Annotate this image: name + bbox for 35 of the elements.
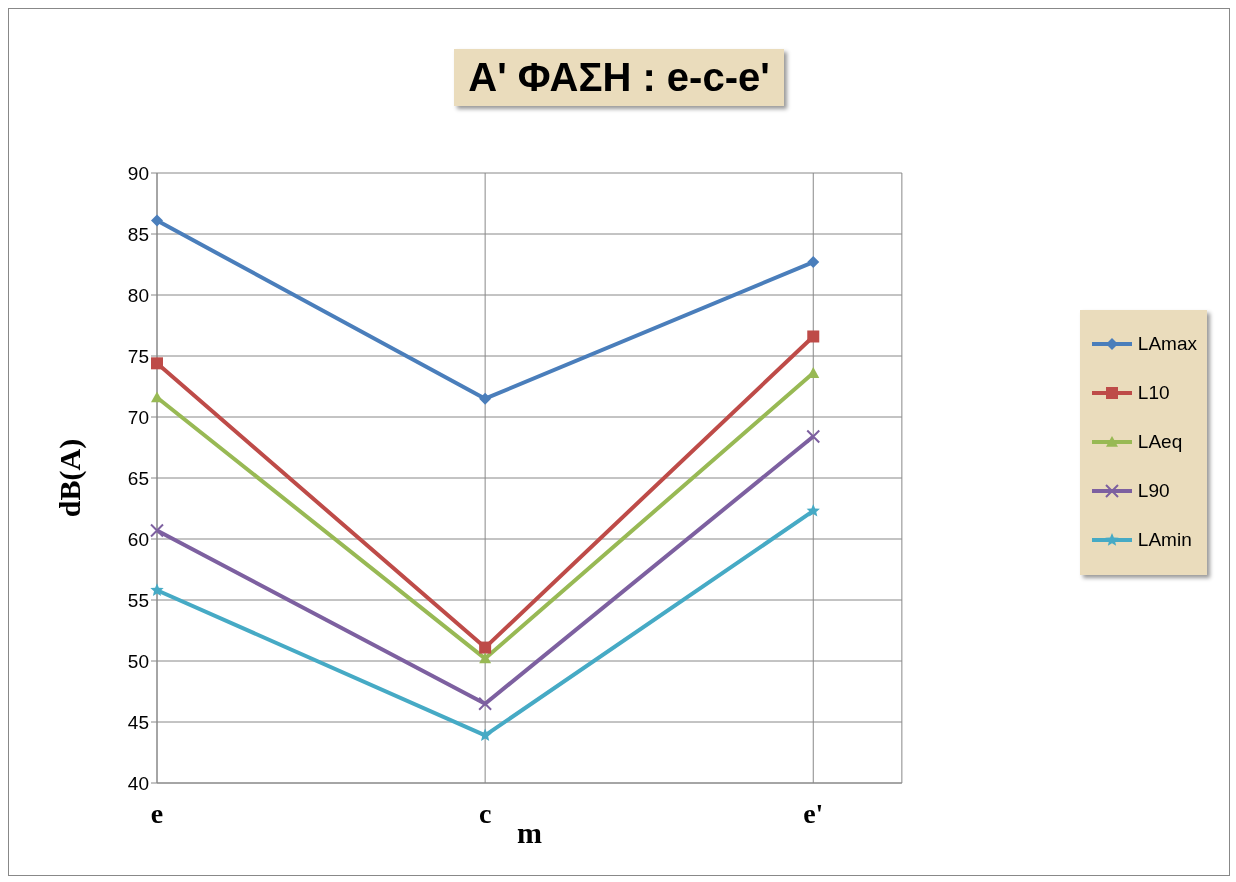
y-tick-label: 45 <box>127 711 149 733</box>
point <box>807 330 820 343</box>
point <box>150 523 164 538</box>
legend-label: L10 <box>1137 382 1170 404</box>
point <box>479 392 492 405</box>
legend-label: L90 <box>1137 480 1170 502</box>
point <box>150 583 164 596</box>
x-tick-label: e' <box>803 797 824 829</box>
y-tick-label: 40 <box>127 772 149 794</box>
x-axis-title: m <box>516 816 542 849</box>
legend-label: LAmax <box>1137 333 1197 355</box>
y-tick-label: 85 <box>127 223 149 245</box>
y-tick-label: 75 <box>127 345 149 367</box>
legend-label: LAmin <box>1137 529 1192 551</box>
point <box>479 652 492 664</box>
point <box>807 256 820 269</box>
chart-title: Α' ΦΑΣΗ : e-c-e' <box>454 49 784 106</box>
y-tick-label: 80 <box>127 284 149 306</box>
x-tick-label: e <box>150 797 164 829</box>
point <box>806 503 820 517</box>
point <box>478 728 492 742</box>
x-tick-label: c <box>478 797 492 829</box>
point <box>478 696 493 711</box>
y-tick-label: 60 <box>127 528 149 550</box>
y-axis-title: dB(A) <box>52 438 87 518</box>
point <box>479 641 492 654</box>
y-tick-label: 70 <box>127 406 149 428</box>
point <box>151 357 163 370</box>
point <box>151 214 163 227</box>
point <box>806 429 821 444</box>
y-tick-label: 55 <box>127 589 149 611</box>
legend-label: LAeq <box>1137 431 1183 453</box>
y-tick-label: 90 <box>127 162 149 184</box>
y-tick-label: 65 <box>127 467 149 489</box>
y-tick-label: 50 <box>127 650 149 672</box>
